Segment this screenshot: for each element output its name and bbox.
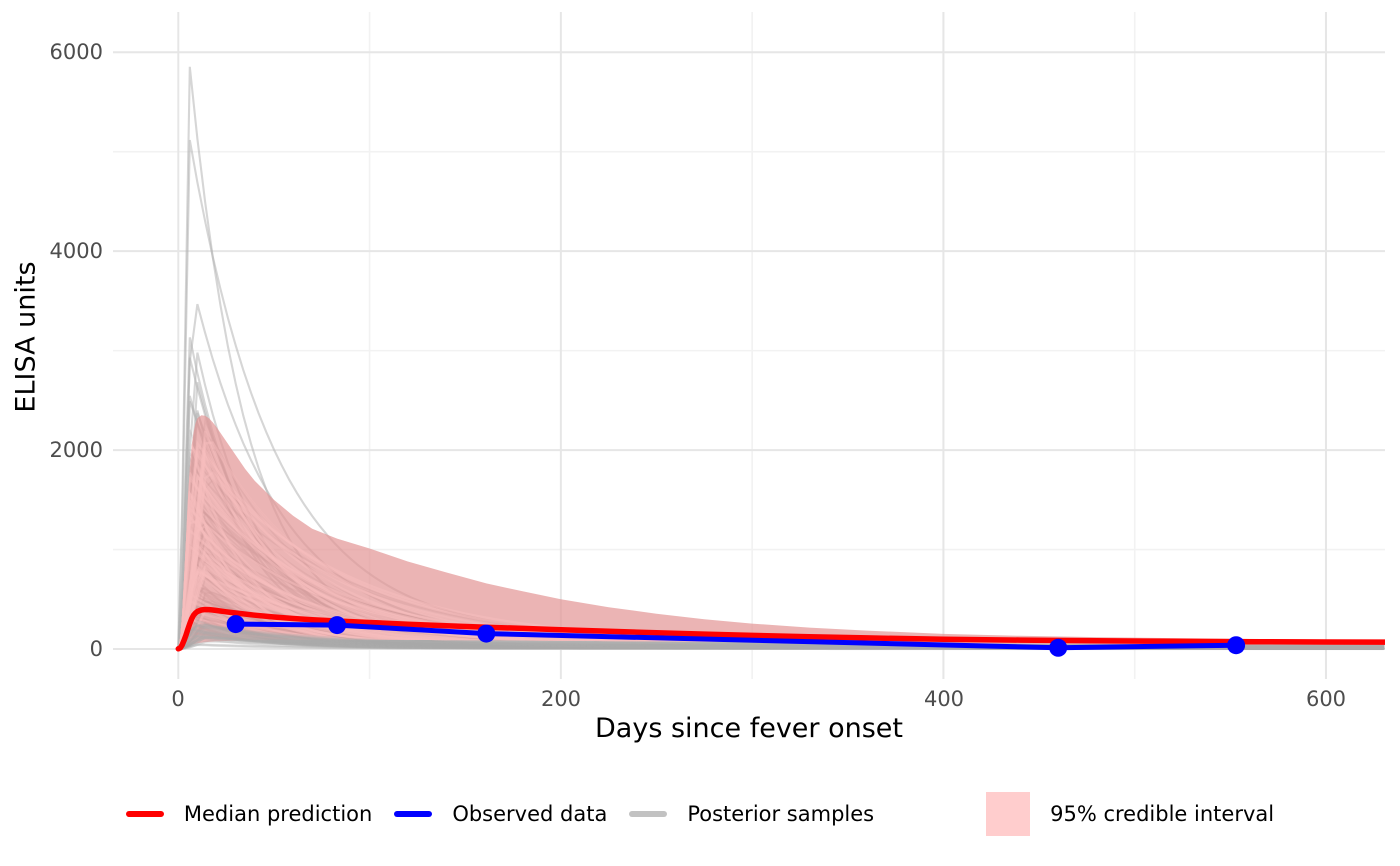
x-tick-label-600: 600 (1305, 687, 1347, 711)
median-prediction-key-icon (125, 811, 164, 817)
credible-interval-key-icon (986, 792, 1031, 836)
x-tick-label-200: 200 (540, 687, 582, 711)
legend-item-median-prediction: Median prediction (125, 802, 373, 826)
y-axis-title: ELISA units (10, 261, 42, 413)
x-tick-label-400: 400 (923, 687, 965, 711)
chart-canvas (113, 12, 1385, 679)
x-tick-label-0: 0 (171, 687, 185, 711)
legend-item-credible-interval: 95% credible interval (986, 792, 1274, 836)
legend-label: Posterior samples (687, 802, 875, 826)
legend-item-posterior-samples: Posterior samples (629, 802, 874, 826)
legend-label: Observed data (452, 802, 608, 826)
observed-data-key-icon (394, 811, 433, 817)
legend-label: 95% credible interval (1050, 802, 1275, 826)
x-axis-title: Days since fever onset (595, 713, 903, 744)
legend-label: Median prediction (183, 802, 373, 826)
y-tick-label-4000: 4000 (49, 239, 103, 263)
y-tick-label-2000: 2000 (49, 438, 103, 462)
chart-legend: Median prediction Observed data Posterio… (0, 790, 1400, 838)
y-tick-label-0: 0 (89, 637, 103, 661)
y-tick-label-6000: 6000 (49, 40, 103, 64)
posterior-samples-key-icon (629, 811, 668, 817)
legend-item-observed-data: Observed data (394, 802, 607, 826)
